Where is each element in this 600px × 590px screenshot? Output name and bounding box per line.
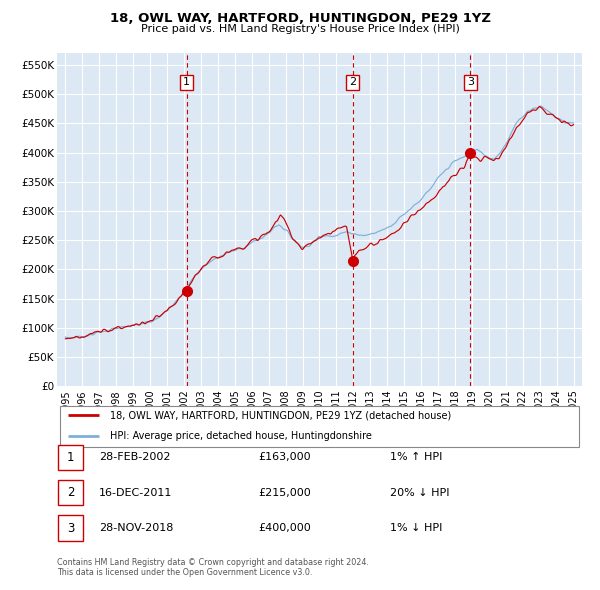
Text: 18, OWL WAY, HARTFORD, HUNTINGDON, PE29 1YZ: 18, OWL WAY, HARTFORD, HUNTINGDON, PE29 … <box>110 12 491 25</box>
Text: 1% ↓ HPI: 1% ↓ HPI <box>390 523 442 533</box>
FancyBboxPatch shape <box>58 515 83 541</box>
FancyBboxPatch shape <box>59 406 580 447</box>
Text: 28-NOV-2018: 28-NOV-2018 <box>99 523 173 533</box>
Text: 3: 3 <box>467 77 474 87</box>
Text: £163,000: £163,000 <box>258 453 311 462</box>
Text: 1: 1 <box>183 77 190 87</box>
Text: £400,000: £400,000 <box>258 523 311 533</box>
Text: 20% ↓ HPI: 20% ↓ HPI <box>390 488 449 497</box>
Text: Price paid vs. HM Land Registry's House Price Index (HPI): Price paid vs. HM Land Registry's House … <box>140 24 460 34</box>
Text: 28-FEB-2002: 28-FEB-2002 <box>99 453 170 462</box>
FancyBboxPatch shape <box>58 444 83 470</box>
Text: 18, OWL WAY, HARTFORD, HUNTINGDON, PE29 1YZ (detached house): 18, OWL WAY, HARTFORD, HUNTINGDON, PE29 … <box>110 410 451 420</box>
Text: 2: 2 <box>67 486 74 499</box>
Text: 3: 3 <box>67 522 74 535</box>
Text: £215,000: £215,000 <box>258 488 311 497</box>
Text: 2: 2 <box>349 77 356 87</box>
Text: 1: 1 <box>67 451 74 464</box>
Text: Contains HM Land Registry data © Crown copyright and database right 2024.
This d: Contains HM Land Registry data © Crown c… <box>57 558 369 577</box>
Text: HPI: Average price, detached house, Huntingdonshire: HPI: Average price, detached house, Hunt… <box>110 431 371 441</box>
FancyBboxPatch shape <box>58 480 83 506</box>
Text: 16-DEC-2011: 16-DEC-2011 <box>99 488 172 497</box>
Text: 1% ↑ HPI: 1% ↑ HPI <box>390 453 442 462</box>
